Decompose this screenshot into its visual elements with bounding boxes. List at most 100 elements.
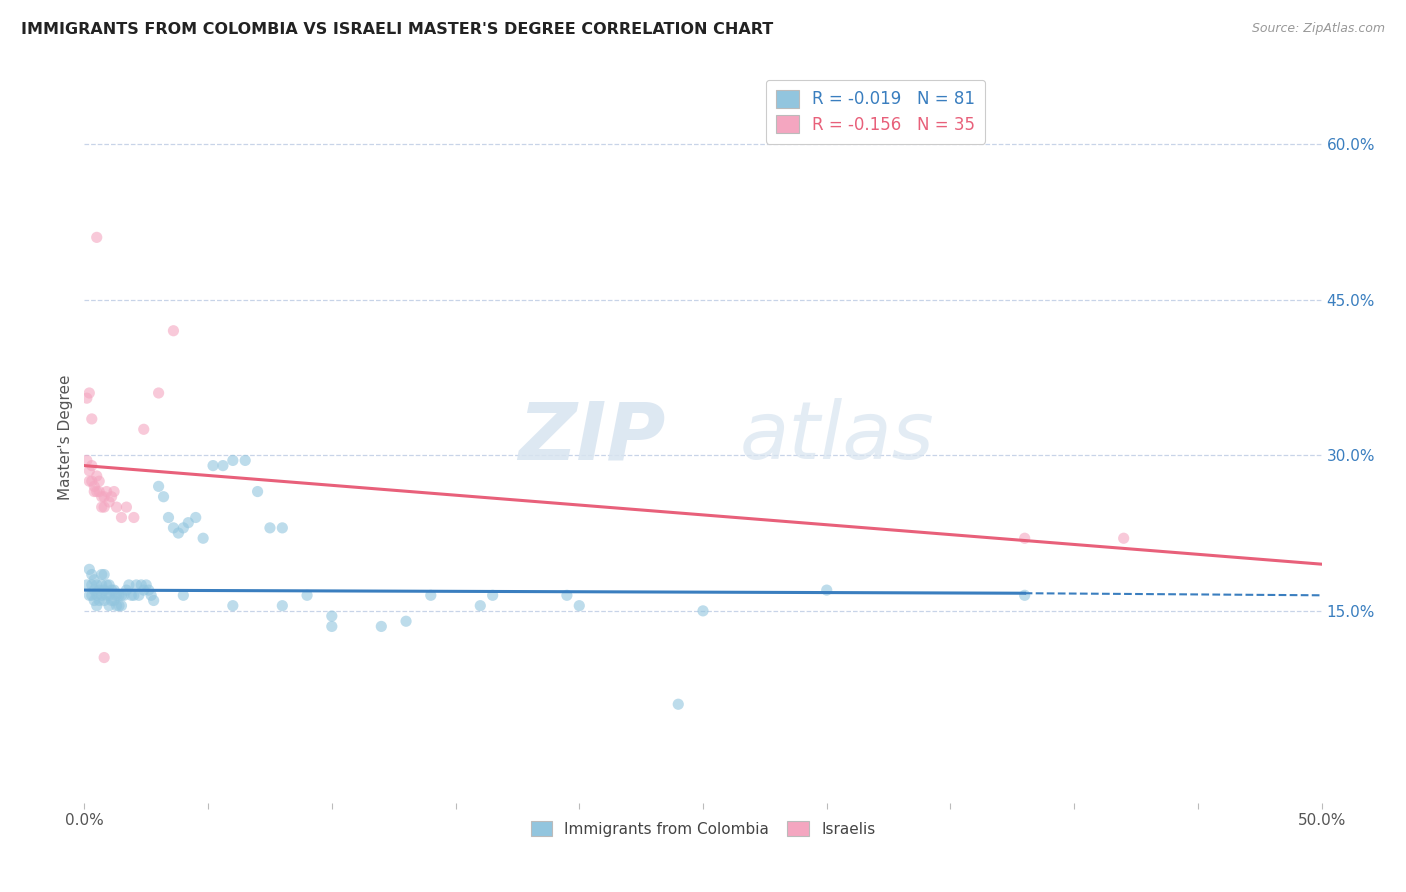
- Point: [83, 573, 105, 587]
- Point: [86, 599, 108, 613]
- Point: [122, 588, 145, 602]
- Point: [112, 588, 135, 602]
- Point: [177, 516, 200, 530]
- Point: [79, 386, 101, 401]
- Point: [115, 500, 138, 515]
- Point: [83, 583, 105, 598]
- Text: Source: ZipAtlas.com: Source: ZipAtlas.com: [1251, 22, 1385, 36]
- Point: [1014, 588, 1036, 602]
- Point: [110, 510, 132, 524]
- Point: [141, 588, 163, 602]
- Point: [100, 490, 122, 504]
- Point: [568, 599, 591, 613]
- Point: [172, 521, 194, 535]
- Point: [103, 593, 125, 607]
- Point: [96, 578, 118, 592]
- Point: [191, 531, 214, 545]
- Text: ZIP: ZIP: [519, 398, 666, 476]
- Point: [212, 458, 235, 473]
- Point: [370, 619, 392, 633]
- Point: [93, 650, 115, 665]
- Point: [132, 422, 155, 436]
- Point: [481, 588, 503, 602]
- Point: [90, 578, 112, 592]
- Point: [80, 578, 103, 592]
- Point: [222, 599, 245, 613]
- Point: [148, 386, 170, 401]
- Point: [138, 583, 160, 598]
- Point: [692, 604, 714, 618]
- Point: [90, 588, 112, 602]
- Point: [79, 562, 101, 576]
- Point: [86, 578, 108, 592]
- Point: [125, 578, 148, 592]
- Point: [167, 526, 190, 541]
- Text: atlas: atlas: [740, 398, 935, 476]
- Point: [98, 495, 121, 509]
- Point: [246, 484, 269, 499]
- Point: [93, 490, 115, 504]
- Point: [86, 230, 108, 244]
- Point: [105, 500, 128, 515]
- Text: IMMIGRANTS FROM COLOMBIA VS ISRAELI MASTER'S DEGREE CORRELATION CHART: IMMIGRANTS FROM COLOMBIA VS ISRAELI MAST…: [21, 22, 773, 37]
- Point: [202, 458, 225, 473]
- Point: [129, 578, 152, 592]
- Point: [395, 614, 418, 628]
- Point: [162, 521, 184, 535]
- Point: [90, 490, 112, 504]
- Point: [666, 698, 689, 712]
- Point: [120, 588, 142, 602]
- Point: [419, 588, 441, 602]
- Point: [89, 593, 111, 607]
- Point: [76, 578, 98, 592]
- Point: [118, 578, 141, 592]
- Point: [259, 521, 281, 535]
- Point: [132, 583, 155, 598]
- Point: [184, 510, 207, 524]
- Point: [98, 599, 121, 613]
- Point: [86, 469, 108, 483]
- Point: [122, 510, 145, 524]
- Point: [1014, 531, 1036, 545]
- Point: [80, 458, 103, 473]
- Point: [98, 588, 121, 602]
- Point: [135, 578, 157, 592]
- Point: [105, 599, 128, 613]
- Point: [80, 567, 103, 582]
- Point: [172, 588, 194, 602]
- Point: [93, 593, 115, 607]
- Point: [105, 588, 128, 602]
- Point: [96, 588, 118, 602]
- Point: [90, 567, 112, 582]
- Point: [83, 479, 105, 493]
- Point: [79, 474, 101, 488]
- Point: [103, 583, 125, 598]
- Point: [470, 599, 492, 613]
- Point: [76, 453, 98, 467]
- Point: [271, 599, 294, 613]
- Point: [89, 583, 111, 598]
- Point: [815, 583, 838, 598]
- Point: [271, 521, 294, 535]
- Point: [83, 484, 105, 499]
- Point: [79, 464, 101, 478]
- Point: [128, 588, 150, 602]
- Point: [162, 324, 184, 338]
- Point: [108, 599, 131, 613]
- Point: [233, 453, 256, 467]
- Point: [80, 412, 103, 426]
- Point: [89, 484, 111, 499]
- Point: [83, 593, 105, 607]
- Point: [80, 474, 103, 488]
- Point: [80, 588, 103, 602]
- Point: [321, 609, 343, 624]
- Point: [110, 599, 132, 613]
- Point: [79, 588, 101, 602]
- Point: [86, 588, 108, 602]
- Point: [86, 484, 108, 499]
- Point: [108, 588, 131, 602]
- Point: [96, 484, 118, 499]
- Point: [152, 490, 174, 504]
- Point: [98, 578, 121, 592]
- Point: [142, 593, 165, 607]
